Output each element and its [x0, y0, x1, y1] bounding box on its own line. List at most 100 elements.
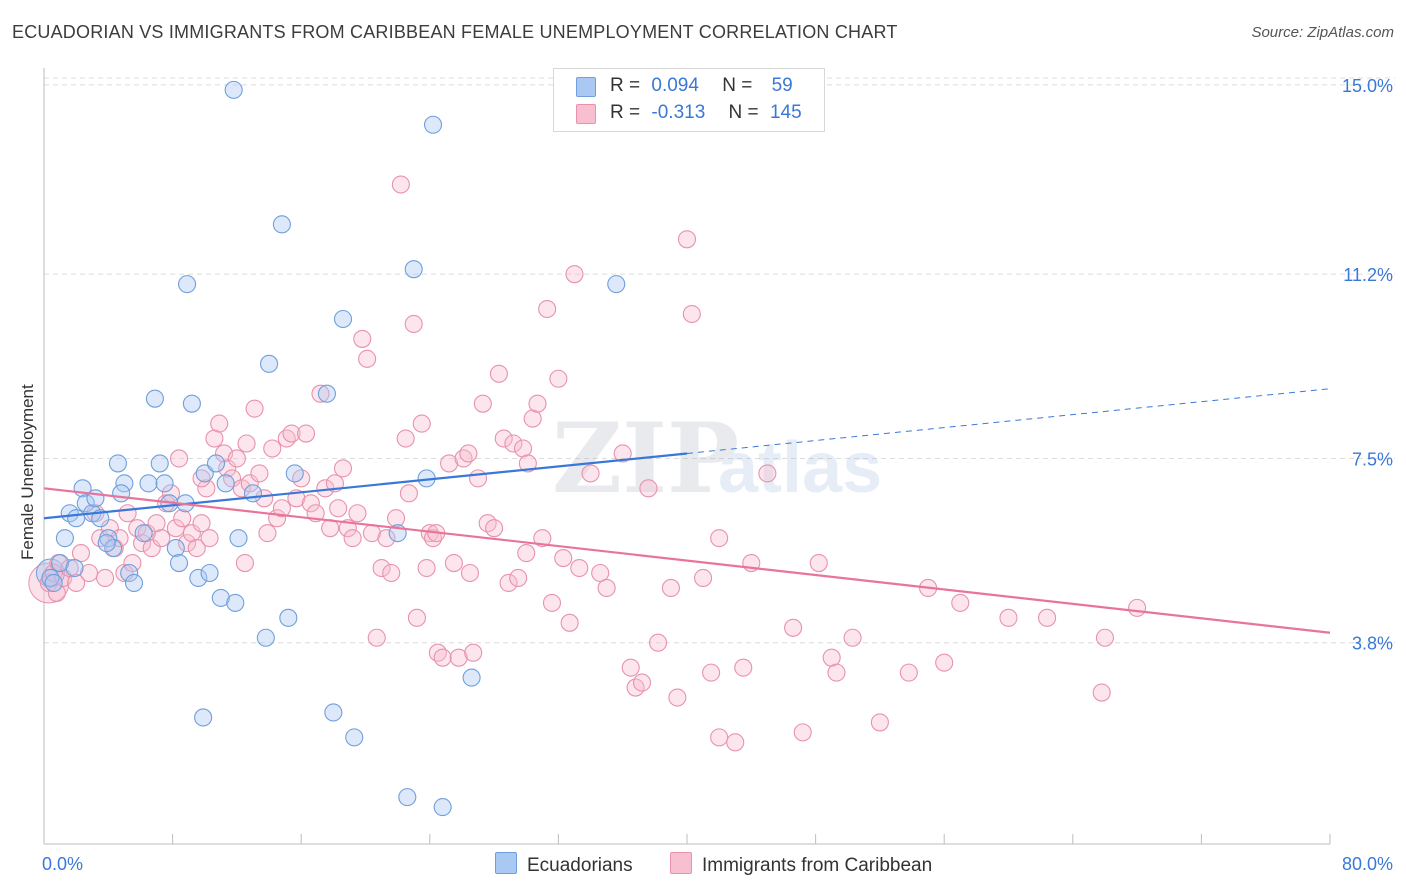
x-tick-label: 0.0%	[42, 854, 83, 874]
scatter-point-ecuadorian	[226, 593, 245, 612]
y-tick-label: 7.5%	[1352, 449, 1393, 469]
scatter-point-ecuadorian	[243, 484, 263, 503]
scatter-point-ecuadorian	[259, 354, 279, 373]
scatter-point-caribbean	[694, 568, 713, 588]
scatter-point-caribbean	[60, 558, 79, 578]
scatter-point-caribbean	[677, 230, 697, 249]
scatter-point-ecuadorian	[211, 588, 230, 607]
scatter-point-caribbean	[348, 504, 367, 523]
scatter-point-ecuadorian	[169, 553, 189, 573]
legend-n-label: N =	[722, 75, 753, 96]
scatter-point-caribbean	[396, 429, 415, 448]
scatter-point-caribbean	[1095, 628, 1114, 647]
scatter-point-caribbean	[407, 608, 426, 627]
scatter-point-caribbean	[367, 628, 386, 647]
scatter-point-ecuadorian	[285, 464, 304, 483]
scatter-point-caribbean	[449, 648, 468, 667]
scatter-point-caribbean	[152, 529, 171, 548]
scatter-point-caribbean	[951, 593, 970, 612]
scatter-point-ecuadorian	[166, 539, 185, 558]
scatter-point-ecuadorian	[345, 728, 364, 747]
legend-n-value: 59	[771, 75, 793, 96]
scatter-point-caribbean	[329, 499, 348, 518]
scatter-point-caribbean	[96, 568, 115, 588]
scatter-point-caribbean	[827, 663, 846, 682]
correlation-legend: R = 0.094 N = 59 R = -0.313 N = 145	[553, 68, 825, 132]
scatter-point-caribbean	[649, 633, 668, 652]
scatter-point-caribbean	[118, 504, 137, 523]
scatter-point-caribbean	[523, 409, 542, 428]
scatter-point-caribbean	[169, 449, 189, 468]
y-axis-title: Female Unemployment	[18, 384, 37, 560]
scatter-point-caribbean	[758, 464, 777, 483]
scatter-point-caribbean	[528, 394, 547, 413]
bottom-legend-label: Immigrants from Caribbean	[702, 855, 933, 876]
scatter-point-caribbean	[28, 562, 70, 604]
scatter-point-caribbean	[250, 464, 269, 483]
scatter-point-ecuadorian	[124, 573, 144, 593]
scatter-point-ecuadorian	[51, 553, 70, 573]
scatter-point-ecuadorian	[607, 275, 626, 294]
scatter-point-ecuadorian	[44, 573, 63, 593]
trend-line-ecuadorians	[43, 452, 688, 520]
axes	[43, 68, 1331, 845]
scatter-point-caribbean	[386, 509, 406, 528]
legend-swatch-pink	[576, 104, 596, 124]
scatter-point-caribbean	[999, 608, 1018, 627]
scatter-point-ecuadorian	[145, 389, 164, 408]
scatter-point-caribbean	[282, 424, 301, 443]
scatter-point-caribbean	[192, 514, 211, 533]
scatter-point-ecuadorian	[155, 474, 174, 493]
scatter-point-caribbean	[311, 384, 330, 403]
scatter-point-caribbean	[597, 578, 616, 597]
scatter-point-caribbean	[301, 494, 320, 513]
scatter-point-caribbean	[404, 314, 423, 334]
scatter-point-caribbean	[440, 454, 459, 473]
scatter-point-ecuadorian	[224, 80, 243, 99]
scatter-point-caribbean	[1128, 598, 1147, 617]
scatter-point-caribbean	[639, 479, 658, 498]
source-label: Source: ZipAtlas.com	[1251, 24, 1394, 41]
scatter-point-caribbean	[240, 474, 259, 493]
scatter-point-caribbean	[570, 558, 589, 578]
scatter-point-caribbean	[1038, 608, 1057, 627]
scatter-point-caribbean	[412, 414, 431, 433]
scatter-point-ecuadorian	[324, 703, 343, 722]
scatter-point-caribbean	[460, 563, 480, 583]
scatter-point-caribbean	[632, 673, 652, 692]
scatter-point-caribbean	[682, 304, 701, 324]
scatter-point-caribbean	[263, 439, 282, 458]
scatter-point-caribbean	[142, 539, 161, 558]
scatter-point-caribbean	[843, 628, 862, 647]
bottom-legend-swatch-blue	[495, 852, 517, 874]
scatter-point-ecuadorian	[139, 474, 158, 493]
scatter-point-caribbean	[444, 553, 463, 573]
scatter-point-caribbean	[513, 439, 533, 458]
scatter-point-caribbean	[454, 449, 473, 468]
scatter-point-caribbean	[464, 643, 483, 662]
scatter-point-caribbean	[399, 484, 418, 503]
scatter-point-caribbean	[499, 573, 518, 593]
scatter-point-caribbean	[178, 534, 197, 553]
bottom-legend-caribbean: Immigrants from Caribbean	[670, 852, 932, 877]
scatter-point-caribbean	[468, 469, 488, 488]
y-tick-label: 15.0%	[1342, 76, 1393, 96]
scatter-point-ecuadorian	[229, 529, 248, 548]
scatter-point-caribbean	[494, 429, 513, 448]
scatter-point-ecuadorian	[55, 529, 74, 548]
scatter-point-ecuadorian	[404, 260, 423, 279]
scatter-point-caribbean	[296, 424, 316, 443]
scatter-point-caribbean	[245, 399, 264, 418]
scatter-point-ecuadorian	[462, 668, 481, 687]
scatter-point-ecuadorian	[272, 215, 291, 234]
scatter-point-ecuadorian	[433, 798, 452, 817]
scatter-point-caribbean	[870, 713, 889, 732]
scatter-point-ecuadorian	[108, 454, 127, 473]
trend-line-caribbean	[43, 487, 1331, 634]
scatter-point-caribbean	[237, 434, 256, 453]
scatter-point-caribbean	[822, 648, 841, 667]
scatter-point-caribbean	[235, 553, 254, 573]
watermark: ZIP atlas	[552, 402, 882, 515]
scatter-point-caribbean	[613, 444, 632, 463]
scatter-point-ecuadorian	[120, 563, 139, 583]
